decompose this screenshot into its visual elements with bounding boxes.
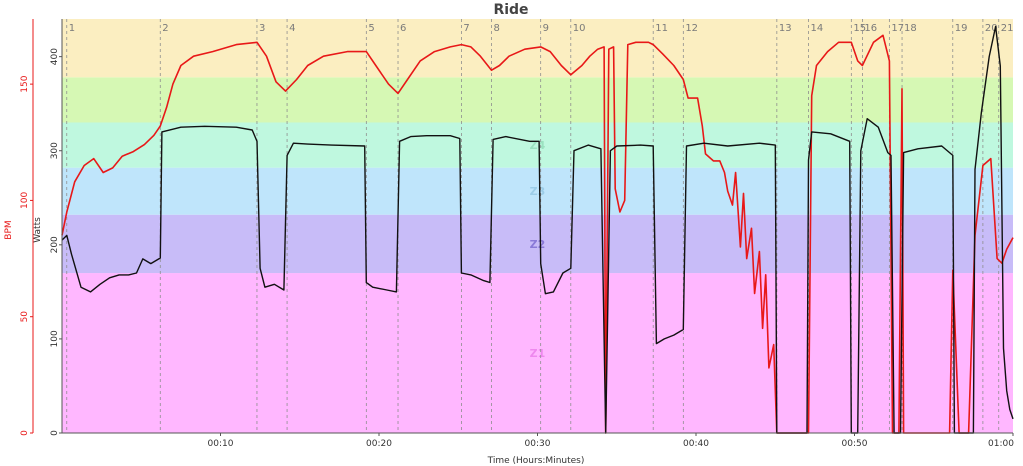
x-tick-label-00-40: 00:40 bbox=[683, 439, 709, 449]
zone-label-z2: Z2 bbox=[530, 238, 546, 251]
zone-band-z1 bbox=[62, 273, 1013, 433]
interval-label-4: 4 bbox=[289, 23, 295, 34]
interval-label-19: 19 bbox=[955, 23, 968, 34]
power-zones: Z1 Z2 Z3 Z4 bbox=[62, 19, 1013, 433]
zone-band-z5 bbox=[62, 77, 1013, 123]
interval-label-21: 21 bbox=[1001, 23, 1014, 34]
interval-label-15: 15 bbox=[853, 23, 866, 34]
watts-tick-label-400: 400 bbox=[50, 48, 60, 65]
series-bpm bbox=[61, 34, 1014, 434]
axes: 0 50 100 150 0 100 200 300 400 00:10 00:20 00:30 00:… bbox=[20, 19, 1014, 449]
bpm-tick-label-100: 100 bbox=[20, 192, 30, 209]
interval-label-7: 7 bbox=[463, 23, 469, 34]
interval-label-17: 17 bbox=[891, 23, 904, 34]
x-tick-label-00-50: 00:50 bbox=[842, 439, 868, 449]
interval-label-14: 14 bbox=[811, 23, 824, 34]
chart-title: Ride bbox=[493, 2, 528, 18]
zone-label-z3: Z3 bbox=[530, 185, 546, 198]
bpm-tick-label-0: 0 bbox=[20, 430, 30, 436]
interval-label-3: 3 bbox=[259, 23, 265, 34]
watts-tick-label-100: 100 bbox=[50, 330, 60, 347]
interval-label-8: 8 bbox=[494, 23, 500, 34]
watts-tick-label-0: 0 bbox=[50, 430, 60, 436]
zone-band-z3 bbox=[62, 167, 1013, 215]
interval-label-10: 10 bbox=[573, 23, 586, 34]
interval-label-18: 18 bbox=[904, 23, 917, 34]
zone-label-z4: Z4 bbox=[530, 139, 546, 152]
x-tick-label-00-10: 00:10 bbox=[208, 439, 234, 449]
watts-tick-label-300: 300 bbox=[50, 142, 60, 159]
zone-band-z2 bbox=[62, 214, 1013, 274]
bpm-tick-label-150: 150 bbox=[20, 75, 30, 92]
x-tick-label-01-00: 01:00 bbox=[988, 439, 1014, 449]
interval-label-5: 5 bbox=[368, 23, 374, 34]
interval-label-9: 9 bbox=[543, 23, 549, 34]
series-lines bbox=[61, 25, 1014, 434]
x-tick-label-00-30: 00:30 bbox=[525, 439, 551, 449]
x-tick-label-00-20: 00:20 bbox=[366, 439, 392, 449]
interval-label-11: 11 bbox=[655, 23, 668, 34]
interval-label-13: 13 bbox=[779, 23, 792, 34]
interval-label-6: 6 bbox=[400, 23, 406, 34]
series-watts bbox=[61, 25, 1014, 434]
bpm-tick-label-50: 50 bbox=[20, 311, 30, 323]
interval-label-2: 2 bbox=[162, 23, 168, 34]
interval-label-20: 20 bbox=[985, 23, 998, 34]
watts-tick-label-200: 200 bbox=[50, 236, 60, 253]
zone-band-z4 bbox=[62, 122, 1013, 168]
interval-label-16: 16 bbox=[864, 23, 877, 34]
interval-label-12: 12 bbox=[685, 23, 698, 34]
x-axis-label: Time (Hours:Minutes) bbox=[487, 456, 585, 466]
bpm-axis-label: BPM bbox=[4, 220, 14, 239]
watts-axis-label: Watts bbox=[33, 217, 43, 243]
interval-label-1: 1 bbox=[69, 23, 75, 34]
zone-label-z1: Z1 bbox=[530, 347, 546, 360]
